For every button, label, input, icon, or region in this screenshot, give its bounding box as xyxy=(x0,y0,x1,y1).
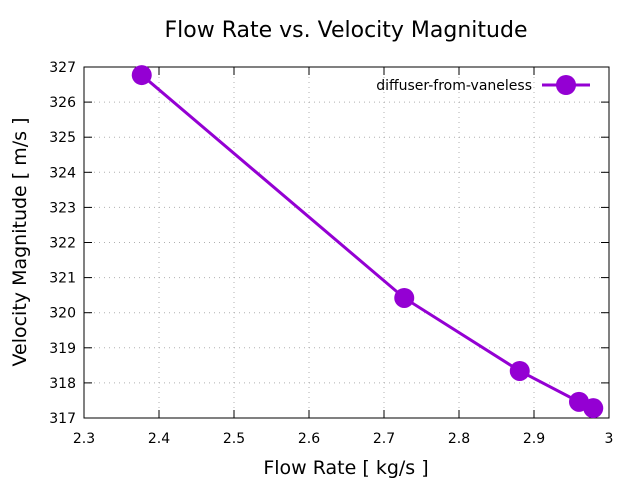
legend: diffuser-from-vaneless xyxy=(376,75,590,95)
data-point xyxy=(131,65,152,86)
plot-frame xyxy=(83,66,610,419)
y-tick-label: 320 xyxy=(49,306,76,322)
y-tick-label: 326 xyxy=(49,95,76,111)
data-point xyxy=(509,360,530,381)
y-tick-label: 321 xyxy=(49,271,76,287)
y-tick-label: 318 xyxy=(49,376,76,392)
chart-title: Flow Rate vs. Velocity Magnitude xyxy=(165,18,528,43)
x-tick-label: 2.8 xyxy=(448,431,470,447)
x-tick-label: 2.4 xyxy=(148,431,170,447)
x-tick-label: 2.5 xyxy=(223,431,245,447)
y-axis-label: Velocity Magnitude [ m/s ] xyxy=(9,118,31,367)
x-tick-label: 2.6 xyxy=(298,431,320,447)
data-point xyxy=(583,398,604,419)
y-tick-label: 325 xyxy=(49,130,76,146)
x-tick-label: 3 xyxy=(605,431,614,447)
series xyxy=(131,65,604,419)
x-tick-label: 2.7 xyxy=(373,431,395,447)
y-tick-label: 322 xyxy=(49,236,76,252)
x-tick-label: 2.3 xyxy=(73,431,95,447)
y-tick-label: 327 xyxy=(49,60,76,76)
y-tick-label: 323 xyxy=(49,200,76,216)
legend-label: diffuser-from-vaneless xyxy=(376,78,532,94)
series-line xyxy=(140,73,594,410)
y-tick-label: 319 xyxy=(49,341,76,357)
x-tick-label: 2.9 xyxy=(523,431,545,447)
y-tick-label: 324 xyxy=(49,165,76,181)
y-tick-label: 317 xyxy=(49,411,76,427)
legend-marker-swatch xyxy=(556,75,576,95)
grid xyxy=(84,67,609,418)
data-point xyxy=(394,287,415,308)
axis-ticks: 2.3 2.4 2.5 2.6 2.7 2.8 2.9 3 317 318 319 320 321 322… xyxy=(49,60,613,447)
x-axis-label: Flow Rate [ kg/s ] xyxy=(263,457,428,479)
